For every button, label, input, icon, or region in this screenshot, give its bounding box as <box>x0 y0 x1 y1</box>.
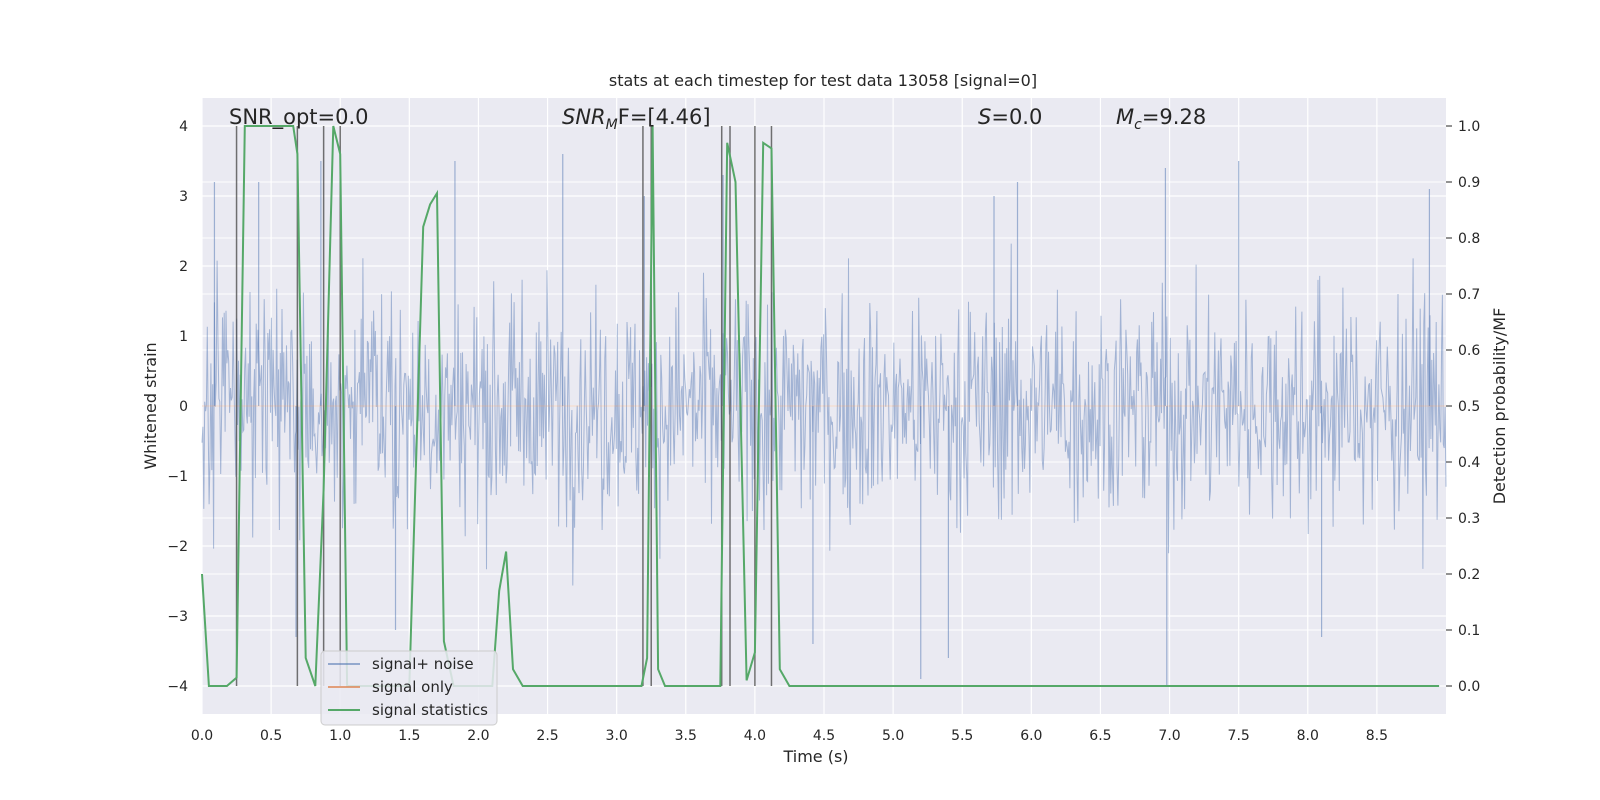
y-tick-label: 2 <box>179 259 188 275</box>
y-right-tick-label: 0.2 <box>1458 567 1480 583</box>
y-tick-label: −3 <box>167 609 188 625</box>
x-tick-label: 0.0 <box>191 728 213 744</box>
legend-entry-statistics: signal statistics <box>372 701 488 719</box>
annotation-snr-opt: SNR_opt=0.0 <box>229 105 369 130</box>
tick-labels: 0.0 0.5 1.0 1.5 2.0 2.5 3.0 3.5 4.0 4.5 5.0 5.5 6.0 6… <box>167 119 1480 744</box>
x-tick-label: 1.5 <box>398 728 420 744</box>
y-axis-label: Whitened strain <box>141 342 160 469</box>
x-tick-label: 6.0 <box>1020 728 1042 744</box>
y-tick-label: −4 <box>167 679 188 695</box>
y-right-tick-label: 1.0 <box>1458 119 1480 135</box>
annotation-mc-main: M <box>1116 105 1134 129</box>
y-right-tick-label: 0.5 <box>1458 399 1480 415</box>
annotation-mc: Mc=9.28 <box>1116 105 1206 133</box>
x-tick-label: 2.0 <box>467 728 489 744</box>
annotation-snr-mf: SNRMF=[4.46] <box>562 105 711 133</box>
noise-series <box>201 154 1447 686</box>
y-right-tick-label: 0.4 <box>1458 455 1480 471</box>
y-tick-label: 0 <box>179 399 188 415</box>
y-right-tick-label: 0.1 <box>1458 623 1480 639</box>
annotation-s-rest: =0.0 <box>991 105 1042 129</box>
x-tick-label: 7.0 <box>1158 728 1180 744</box>
y-tick-label: 3 <box>179 189 188 205</box>
x-axis-label: Time (s) <box>782 747 848 766</box>
x-tick-label: 2.5 <box>536 728 558 744</box>
x-tick-label: 8.0 <box>1297 728 1319 744</box>
y-tick-label: 1 <box>179 329 188 345</box>
x-tick-label: 1.0 <box>329 728 351 744</box>
y-right-tick-label: 0.8 <box>1458 231 1480 247</box>
y-right-tick-label: 0.3 <box>1458 511 1480 527</box>
annotation-s: S=0.0 <box>978 105 1042 129</box>
x-tick-label: 8.5 <box>1366 728 1388 744</box>
legend: signal+ noise signal only signal statist… <box>320 650 498 726</box>
x-tick-label: 4.0 <box>744 728 766 744</box>
annotation-snr-mf-main: SNR <box>562 105 606 129</box>
x-tick-label: 4.5 <box>813 728 835 744</box>
annotation-mc-sub: c <box>1134 117 1142 133</box>
annotation-s-main: S <box>978 105 991 129</box>
legend-entry-noise: signal+ noise <box>372 655 474 673</box>
noise-line <box>201 243 1447 586</box>
x-tick-label: 5.0 <box>882 728 904 744</box>
annotation-snr-mf-rest: F=[4.46] <box>618 105 711 129</box>
annotation-mc-rest: =9.28 <box>1142 105 1206 129</box>
annotation-snr-mf-sub: M <box>606 117 618 133</box>
y-tick-label: −2 <box>167 539 188 555</box>
x-tick-label: 7.5 <box>1228 728 1250 744</box>
legend-box <box>320 650 498 726</box>
y-tick-label: −1 <box>167 469 188 485</box>
x-tick-label: 6.5 <box>1089 728 1111 744</box>
y-tick-label: 4 <box>179 119 188 135</box>
legend-entry-signal: signal only <box>372 678 453 696</box>
y-right-tick-label: 0.6 <box>1458 343 1480 359</box>
x-tick-label: 5.5 <box>951 728 973 744</box>
x-tick-label: 3.5 <box>675 728 697 744</box>
chart-title: stats at each timestep for test data 130… <box>609 71 1037 90</box>
x-tick-label: 0.5 <box>260 728 282 744</box>
y-right-tick-label: 0.0 <box>1458 679 1480 695</box>
y-right-tick-label: 0.7 <box>1458 287 1480 303</box>
y-right-axis-label: Detection probability/MF <box>1490 308 1509 505</box>
x-tick-label: 3.0 <box>606 728 628 744</box>
y-right-tick-label: 0.9 <box>1458 175 1480 191</box>
